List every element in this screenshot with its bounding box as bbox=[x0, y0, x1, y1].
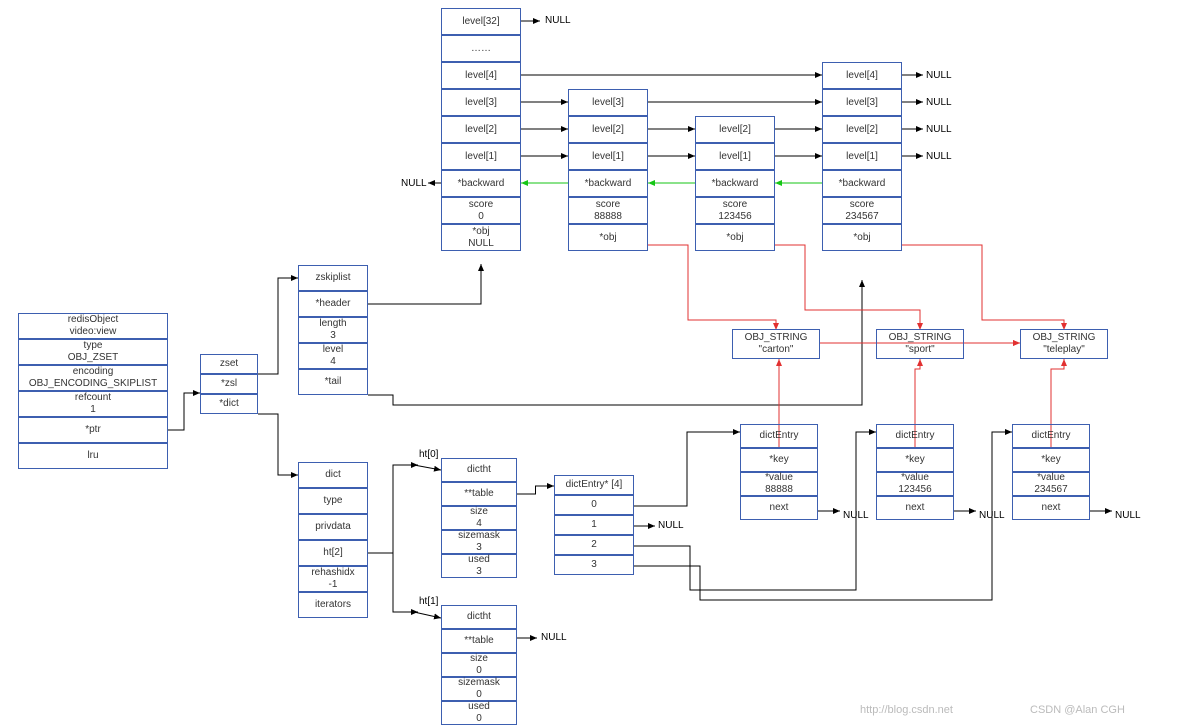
zset-cell-0: zset bbox=[200, 354, 258, 374]
skip-node-1-cell-5: *obj bbox=[568, 224, 648, 251]
header-node-cell-1: …… bbox=[441, 35, 521, 62]
dictht-1-cell-4: used0 bbox=[441, 701, 517, 725]
dictht-0-cell-1: **table bbox=[441, 482, 517, 506]
dict-cell-4: rehashidx-1 bbox=[298, 566, 368, 592]
redis-object-cell-0: redisObjectvideo:view bbox=[18, 313, 168, 339]
header-node-cell-2: level[4] bbox=[441, 62, 521, 89]
dict-entry-array-cell-2: 1 bbox=[554, 515, 634, 535]
skip-node-1-cell-1: level[2] bbox=[568, 116, 648, 143]
header-node-cell-4: level[2] bbox=[441, 116, 521, 143]
header-node-cell-6: *backward bbox=[441, 170, 521, 197]
dict-entry-2-cell-2: *value123456 bbox=[876, 472, 954, 496]
dict-entry-array-cell-4: 3 bbox=[554, 555, 634, 575]
skip-node-2-cell-3: score123456 bbox=[695, 197, 775, 224]
zset-cell-1: *zsl bbox=[200, 374, 258, 394]
null-label-0: NULL bbox=[545, 15, 571, 26]
obj-string-2: OBJ_STRING"teleplay" bbox=[1020, 329, 1108, 359]
dictht-1-cell-1: **table bbox=[441, 629, 517, 653]
obj-string-1: OBJ_STRING"sport" bbox=[876, 329, 964, 359]
zskiplist-cell-2: length3 bbox=[298, 317, 368, 343]
skip-node-3-cell-5: score234567 bbox=[822, 197, 902, 224]
header-node-cell-8: *objNULL bbox=[441, 224, 521, 251]
dict-entry-3-cell-3: next bbox=[1012, 496, 1090, 520]
redis-object-cell-5: lru bbox=[18, 443, 168, 469]
null-label-10: NULL bbox=[1115, 510, 1141, 521]
skip-node-1-cell-2: level[1] bbox=[568, 143, 648, 170]
null-label-5: NULL bbox=[401, 178, 427, 189]
redis-object-cell-4: *ptr bbox=[18, 417, 168, 443]
null-label-9: NULL bbox=[979, 510, 1005, 521]
skip-node-3-cell-2: level[2] bbox=[822, 116, 902, 143]
dict-cell-3: ht[2] bbox=[298, 540, 368, 566]
null-label-8: NULL bbox=[843, 510, 869, 521]
dictht-0-cell-3: sizemask3 bbox=[441, 530, 517, 554]
skip-node-2-cell-4: *obj bbox=[695, 224, 775, 251]
skip-node-3-cell-6: *obj bbox=[822, 224, 902, 251]
dictht-1-cell-0: dictht bbox=[441, 605, 517, 629]
zskiplist-cell-3: level4 bbox=[298, 343, 368, 369]
null-label-1: NULL bbox=[926, 70, 952, 81]
redis-object-cell-1: typeOBJ_ZSET bbox=[18, 339, 168, 365]
dict-entry-3-cell-0: dictEntry bbox=[1012, 424, 1090, 448]
skip-node-3-cell-1: level[3] bbox=[822, 89, 902, 116]
null-label-3: NULL bbox=[926, 124, 952, 135]
header-node-cell-0: level[32] bbox=[441, 8, 521, 35]
dict-entry-1-cell-2: *value88888 bbox=[740, 472, 818, 496]
ht-label-0: ht[0] bbox=[419, 449, 438, 460]
header-node-cell-3: level[3] bbox=[441, 89, 521, 116]
skip-node-3-cell-0: level[4] bbox=[822, 62, 902, 89]
dict-entry-3-cell-1: *key bbox=[1012, 448, 1090, 472]
redis-object-cell-3: refcount1 bbox=[18, 391, 168, 417]
skip-node-2-cell-0: level[2] bbox=[695, 116, 775, 143]
dict-entry-2-cell-3: next bbox=[876, 496, 954, 520]
watermark-0: http://blog.csdn.net bbox=[860, 704, 953, 716]
dictht-0-cell-2: size4 bbox=[441, 506, 517, 530]
dictht-1-cell-3: sizemask0 bbox=[441, 677, 517, 701]
dict-entry-1-cell-0: dictEntry bbox=[740, 424, 818, 448]
obj-string-0: OBJ_STRING"carton" bbox=[732, 329, 820, 359]
redis-object-cell-2: encodingOBJ_ENCODING_SKIPLIST bbox=[18, 365, 168, 391]
skip-node-1-cell-0: level[3] bbox=[568, 89, 648, 116]
dict-entry-3-cell-2: *value234567 bbox=[1012, 472, 1090, 496]
null-label-2: NULL bbox=[926, 97, 952, 108]
skip-node-3-cell-3: level[1] bbox=[822, 143, 902, 170]
dict-entry-2-cell-0: dictEntry bbox=[876, 424, 954, 448]
dict-cell-2: privdata bbox=[298, 514, 368, 540]
dict-entry-1-cell-1: *key bbox=[740, 448, 818, 472]
zskiplist-cell-4: *tail bbox=[298, 369, 368, 395]
skip-node-3-cell-4: *backward bbox=[822, 170, 902, 197]
dict-cell-0: dict bbox=[298, 462, 368, 488]
dict-entry-1-cell-3: next bbox=[740, 496, 818, 520]
zset-cell-2: *dict bbox=[200, 394, 258, 414]
dict-cell-5: iterators bbox=[298, 592, 368, 618]
dict-entry-2-cell-1: *key bbox=[876, 448, 954, 472]
skip-node-2-cell-2: *backward bbox=[695, 170, 775, 197]
null-label-4: NULL bbox=[926, 151, 952, 162]
header-node-cell-5: level[1] bbox=[441, 143, 521, 170]
dict-entry-array-cell-3: 2 bbox=[554, 535, 634, 555]
dict-entry-array-cell-1: 0 bbox=[554, 495, 634, 515]
header-node-cell-7: score0 bbox=[441, 197, 521, 224]
ht-label-1: ht[1] bbox=[419, 596, 438, 607]
watermark-1: CSDN @Alan CGH bbox=[1030, 704, 1125, 716]
zskiplist-cell-0: zskiplist bbox=[298, 265, 368, 291]
dict-entry-array-cell-0: dictEntry* [4] bbox=[554, 475, 634, 495]
dictht-0-cell-0: dictht bbox=[441, 458, 517, 482]
null-label-7: NULL bbox=[541, 632, 567, 643]
skip-node-1-cell-4: score88888 bbox=[568, 197, 648, 224]
null-label-6: NULL bbox=[658, 520, 684, 531]
dict-cell-1: type bbox=[298, 488, 368, 514]
zskiplist-cell-1: *header bbox=[298, 291, 368, 317]
dictht-1-cell-2: size0 bbox=[441, 653, 517, 677]
skip-node-1-cell-3: *backward bbox=[568, 170, 648, 197]
skip-node-2-cell-1: level[1] bbox=[695, 143, 775, 170]
dictht-0-cell-4: used3 bbox=[441, 554, 517, 578]
